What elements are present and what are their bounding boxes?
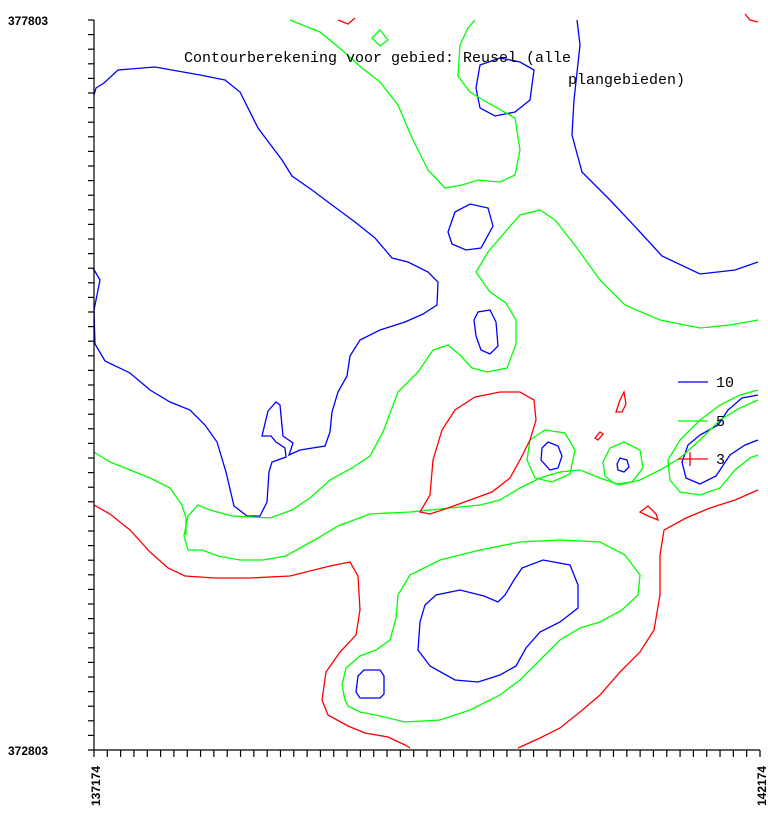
contour-3-main: [93, 504, 411, 749]
legend: 10 5 3: [678, 375, 734, 469]
contour-5-left: [93, 451, 187, 535]
contour-10-bottom-lobe: [417, 559, 579, 683]
contour-10-right-lobe: [681, 394, 759, 485]
contour-5-right: [667, 389, 759, 496]
contour-5-top-diamond: [371, 29, 389, 47]
contour-3-speck-a: [615, 389, 627, 413]
contour-3-mid-island: [418, 391, 537, 515]
contour-10-top-island: [475, 57, 535, 117]
contour-10-circle-mid: [540, 441, 563, 471]
contour-5-bottom: [341, 539, 641, 723]
x-axis-ticks: [93, 750, 761, 757]
contour-10-small-island-a: [447, 203, 494, 251]
y-tick-label-bottom: 372803: [8, 744, 48, 758]
contour-5-circle: [526, 429, 576, 483]
contour-10-small-island-b: [473, 309, 499, 355]
contour-10-top-right: [571, 19, 759, 275]
x-tick-label-left: 137174: [89, 766, 103, 806]
contour-10-bottom-square: [355, 669, 385, 699]
contour-10-circle-small: [616, 457, 630, 473]
contour-3-speck-c: [638, 505, 660, 522]
contour-3-bottom-right: [517, 489, 759, 749]
contour-5-circle-small: [602, 441, 644, 485]
chart-title-line-2: plangebieden): [568, 72, 685, 89]
y-axis-ticks: [88, 19, 94, 751]
y-tick-label-top: 377803: [8, 14, 48, 28]
contour-5-mid: [183, 209, 759, 561]
legend-label-3: 3: [716, 452, 725, 469]
contour-3-top-b: [744, 13, 759, 23]
axes: [88, 19, 761, 757]
contour-lines: [92, 13, 759, 749]
x-tick-label-right: 142174: [755, 766, 768, 806]
contour-5-top-a: [289, 19, 521, 189]
contour-3-top-a: [337, 17, 356, 25]
chart-title-line-1: Contourberekening voor gebied: Reusel (a…: [184, 50, 571, 67]
contour-10-left-region: [92, 66, 439, 517]
legend-label-5: 5: [716, 414, 725, 431]
legend-label-10: 10: [716, 375, 734, 392]
contour-3-speck-b: [594, 431, 604, 441]
